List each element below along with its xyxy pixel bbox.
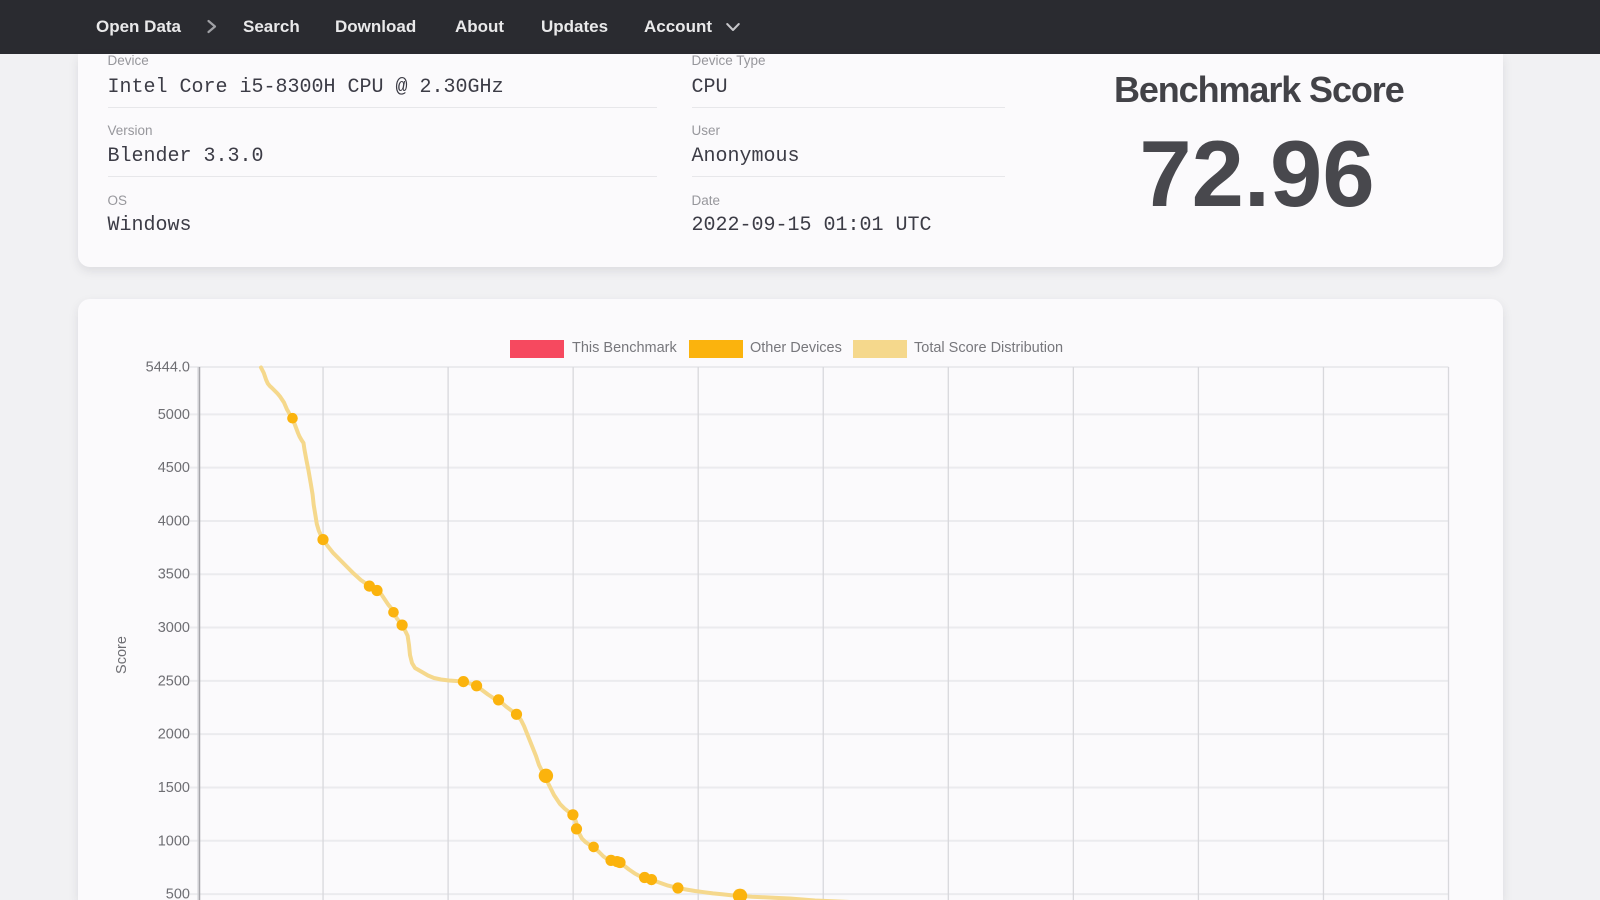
- svg-text:3000: 3000: [158, 620, 190, 636]
- svg-text:5444.0: 5444.0: [146, 360, 190, 376]
- svg-text:4500: 4500: [158, 460, 190, 476]
- svg-text:3500: 3500: [158, 567, 190, 583]
- svg-text:2000: 2000: [158, 727, 190, 743]
- svg-text:1000: 1000: [158, 833, 190, 849]
- svg-text:4000: 4000: [158, 513, 190, 529]
- svg-text:500: 500: [166, 887, 190, 900]
- svg-text:5000: 5000: [158, 407, 190, 423]
- svg-text:2500: 2500: [158, 673, 190, 689]
- svg-text:1500: 1500: [158, 780, 190, 796]
- svg-text:Score: Score: [114, 636, 130, 674]
